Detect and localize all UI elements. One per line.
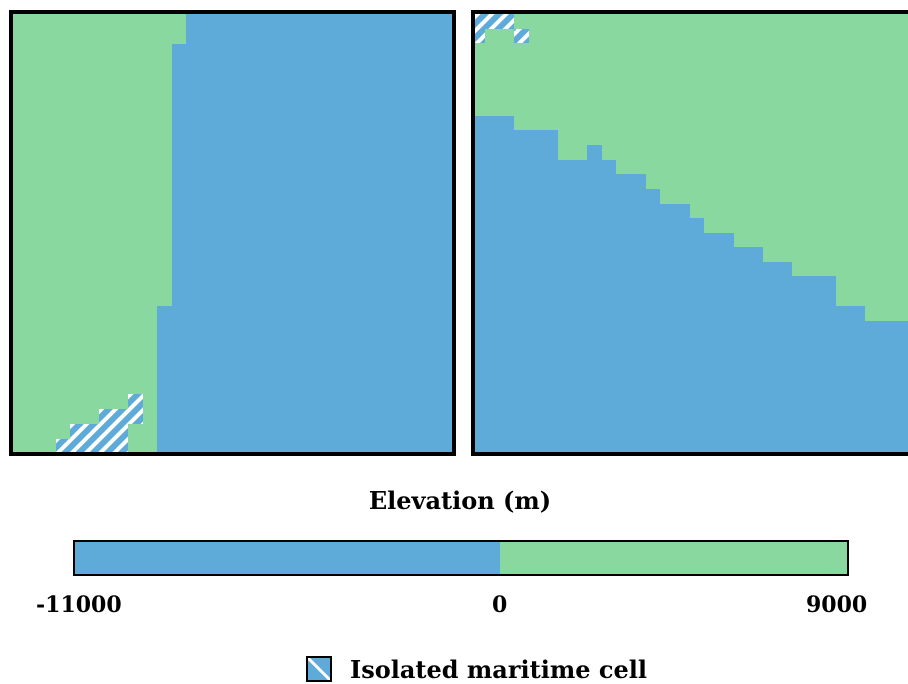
colorbar-zero-label: 0 — [492, 592, 508, 618]
colorbar-land-segment — [499, 542, 847, 574]
ocean-region — [157, 14, 452, 452]
colorbar-min-label: -11000 — [36, 592, 122, 618]
isolated-maritime-cells — [475, 14, 529, 43]
elevation-colorbar — [73, 540, 849, 576]
colorbar-title: Elevation (m) — [368, 486, 552, 515]
legend-label: Isolated maritime cell — [350, 654, 647, 684]
colorbar-max-label: 9000 — [806, 592, 868, 618]
left-map-panel — [9, 10, 456, 456]
legend: Isolated maritime cell — [306, 654, 647, 684]
colorbar-ocean-segment — [75, 542, 500, 574]
right-map-panel — [471, 10, 908, 456]
isolated-maritime-cells — [56, 394, 143, 452]
right-map — [475, 14, 908, 452]
left-map — [13, 14, 452, 452]
hatched-ocean-swatch-icon — [306, 656, 332, 682]
ocean-region — [475, 116, 908, 452]
